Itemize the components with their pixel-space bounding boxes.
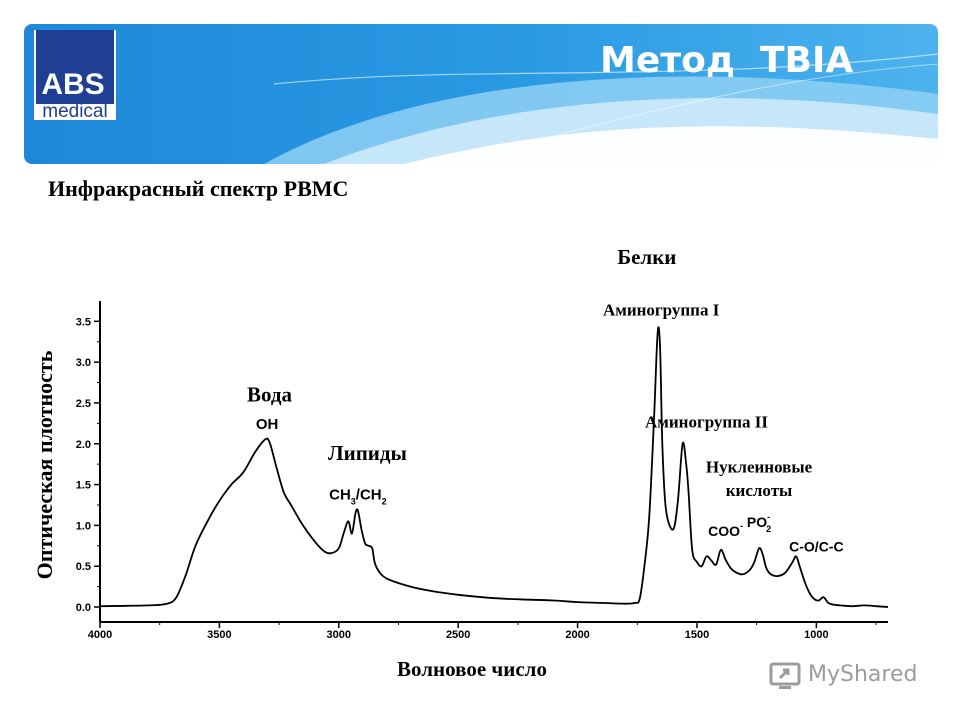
chart-annotations: Вода OH Липиды CH3/CH2 Белки Аминогруппа I Ами… [247, 245, 844, 554]
chart-annotation: Вода [247, 382, 293, 406]
y-tick-label: 1.5 [76, 480, 91, 492]
chart-annotation: OH [256, 416, 279, 433]
chart-annotation: Белки [617, 245, 676, 269]
y-axis-label: Оптическая плотность [32, 350, 57, 579]
logo-medical-text: medical [42, 101, 108, 122]
logo-abs-text: ABS [41, 68, 105, 101]
chart-annotation: PO-2 [747, 512, 771, 534]
y-tick-label: 0.0 [76, 602, 91, 614]
y-tick-label: 3.5 [76, 316, 91, 328]
watermark-text: MyShared [808, 662, 918, 687]
x-tick-label: 3000 [327, 629, 351, 641]
chart-annotation: COO- [708, 521, 743, 539]
y-tick-label: 1.0 [76, 520, 91, 532]
spectrum-line [99, 326, 889, 608]
y-tick-label: 2.5 [76, 398, 91, 410]
screen-share-icon [769, 662, 801, 689]
y-tick-label: 0.5 [76, 561, 91, 573]
abs-medical-logo: ABS medical [34, 30, 116, 122]
y-tick-label: 3.0 [76, 357, 91, 369]
chart-annotation: Аминогруппа I [603, 301, 720, 320]
chart-series [99, 326, 889, 608]
watermark: MyShared [768, 656, 938, 696]
x-tick-label: 1500 [685, 629, 709, 641]
chart-annotation: Нуклеиновые [706, 457, 813, 476]
chart-annotation: кислоты [726, 481, 793, 500]
chart-annotation: CH3/CH2 [329, 486, 387, 506]
x-tick-label: 2000 [565, 629, 589, 641]
header-banner [24, 24, 938, 164]
x-tick-label: 4000 [88, 629, 112, 641]
logo-block [36, 30, 114, 104]
chart-annotation: C-O/C-C [789, 538, 843, 554]
chart-annotation: Липиды [328, 441, 407, 465]
chart-subtitle: Инфракрасный спектр PBMC [48, 176, 349, 201]
chart-ticks: 0.0 0.5 1.0 1.5 2.0 2.5 3.0 3.5 4000 3500 3000 2500… [76, 316, 877, 641]
y-tick-label: 2.0 [76, 439, 91, 451]
x-tick-label: 3500 [207, 629, 231, 641]
x-tick-label: 1000 [804, 629, 828, 641]
chart-annotation: Аминогруппа II [645, 412, 768, 431]
x-tick-label: 2500 [446, 629, 470, 641]
slide-title: Метод TBIA [600, 40, 854, 81]
x-axis-label: Волновое число [397, 657, 547, 681]
